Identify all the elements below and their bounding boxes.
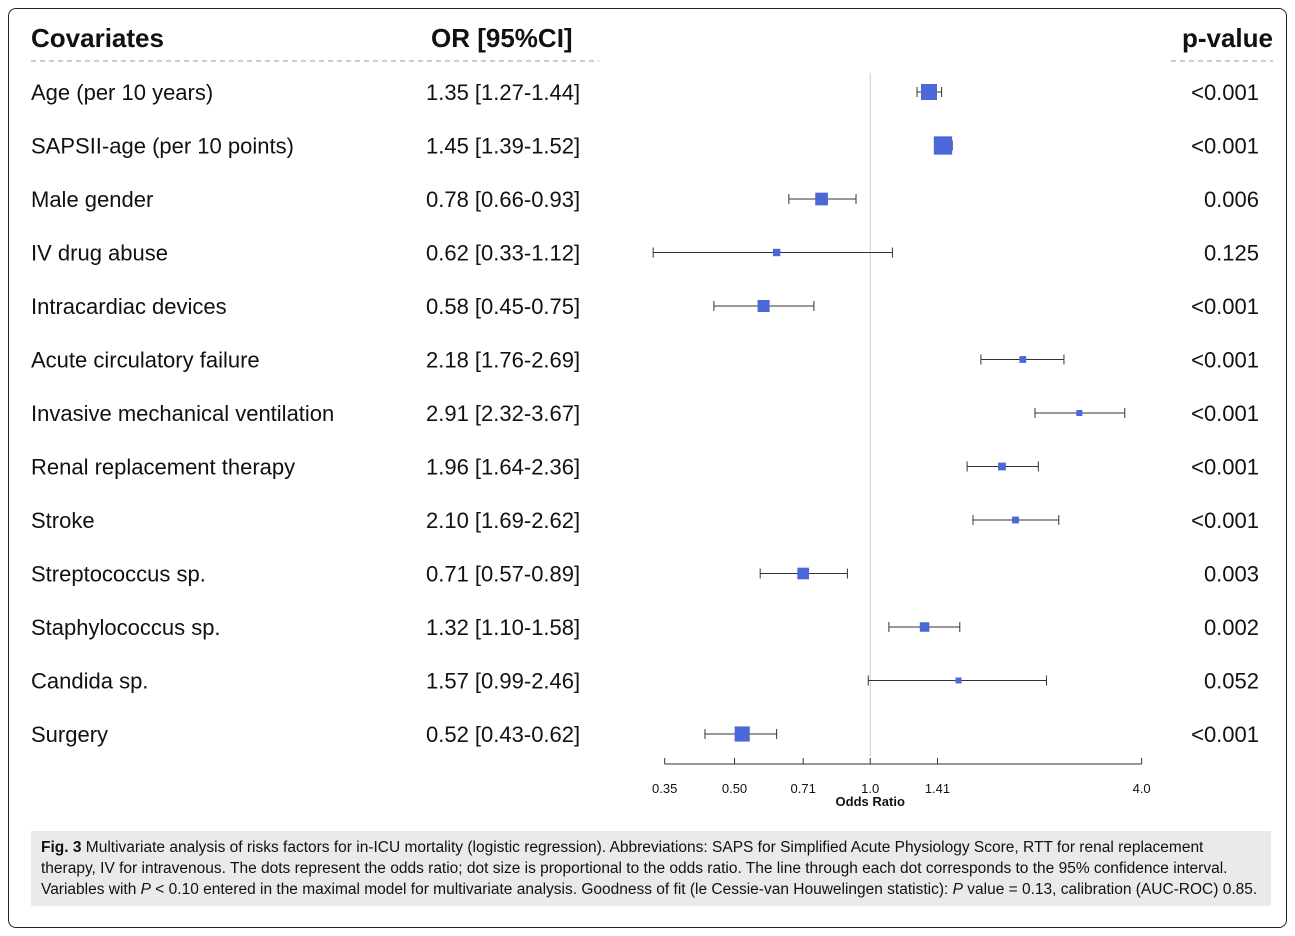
- header-covariates: Covariates: [31, 23, 164, 53]
- figure-caption: Fig. 3 Multivariate analysis of risks fa…: [31, 831, 1271, 906]
- or-ci-label: 1.32 [1.10-1.58]: [426, 615, 580, 640]
- x-axis-title: Odds Ratio: [836, 794, 905, 809]
- x-tick-label: 1.0: [861, 781, 879, 796]
- or-marker: [955, 677, 962, 684]
- or-ci-label: 2.18 [1.76-2.69]: [426, 348, 580, 373]
- or-marker: [998, 462, 1006, 471]
- forest-row: SAPSII-age (per 10 points) 1.45 [1.39-1.5…: [31, 134, 1259, 159]
- caption-text-1: Multivariate analysis of risks factors f…: [41, 839, 1228, 898]
- or-marker: [1019, 356, 1027, 363]
- x-tick-label: 0.71: [791, 781, 816, 796]
- p-value-label: <0.001: [1191, 722, 1259, 747]
- covariate-label: Age (per 10 years): [31, 80, 213, 105]
- p-value-label: 0.003: [1204, 562, 1259, 587]
- covariate-label: Male gender: [31, 187, 153, 212]
- caption-text-3: value = 0.13, calibration (AUC-ROC) 0.85…: [962, 881, 1258, 898]
- caption-text-2: < 0.10 entered in the maximal model for …: [151, 881, 953, 898]
- or-ci-label: 0.78 [0.66-0.93]: [426, 187, 580, 212]
- or-marker: [772, 248, 781, 257]
- or-ci-label: 2.91 [2.32-3.67]: [426, 401, 580, 426]
- x-tick-label: 0.50: [722, 781, 747, 796]
- p-value-label: <0.001: [1191, 80, 1259, 105]
- p-value-label: 0.125: [1204, 241, 1259, 266]
- x-tick-label: 1.41: [925, 781, 950, 796]
- p-value-label: <0.001: [1191, 455, 1259, 480]
- p-value-label: <0.001: [1191, 134, 1259, 159]
- forest-row: Stroke 2.10 [1.69-2.62] <0.001: [31, 508, 1259, 533]
- p-value-label: <0.001: [1191, 294, 1259, 319]
- p-value-label: <0.001: [1191, 348, 1259, 373]
- header-p-value: p-value: [1182, 23, 1273, 53]
- header-or-ci: OR [95%CI]: [431, 23, 573, 53]
- forest-row: Streptococcus sp. 0.71 [0.57-0.89] 0.003: [31, 562, 1259, 587]
- forest-row: Age (per 10 years) 1.35 [1.27-1.44] <0.001: [31, 80, 1259, 105]
- figure-frame: Covariates OR [95%CI] p-value Age (per 1…: [8, 8, 1287, 928]
- covariate-label: Invasive mechanical ventilation: [31, 401, 334, 426]
- or-ci-label: 0.52 [0.43-0.62]: [426, 722, 580, 747]
- or-marker: [734, 726, 750, 742]
- or-marker: [1012, 516, 1019, 524]
- or-marker: [920, 84, 937, 100]
- covariate-label: Renal replacement therapy: [31, 455, 295, 480]
- covariate-label: Surgery: [31, 722, 108, 747]
- or-ci-label: 1.57 [0.99-2.46]: [426, 669, 580, 694]
- x-tick-label: 4.0: [1133, 781, 1151, 796]
- p-value-label: 0.006: [1204, 187, 1259, 212]
- forest-row: Invasive mechanical ventilation 2.91 [2.3…: [31, 401, 1259, 426]
- forest-row: Surgery 0.52 [0.43-0.62] <0.001: [31, 722, 1259, 747]
- forest-plot: Covariates OR [95%CI] p-value Age (per 1…: [31, 23, 1273, 809]
- covariate-label: Streptococcus sp.: [31, 562, 206, 587]
- forest-row: Candida sp. 1.57 [0.99-2.46] 0.052: [31, 669, 1259, 694]
- forest-row: Male gender 0.78 [0.66-0.93] 0.006: [31, 187, 1259, 212]
- x-tick-label: 0.35: [652, 781, 677, 796]
- covariate-label: SAPSII-age (per 10 points): [31, 134, 294, 159]
- or-ci-label: 0.71 [0.57-0.89]: [426, 562, 580, 587]
- caption-p-symbol: P: [140, 881, 151, 898]
- covariate-label: Candida sp.: [31, 669, 148, 694]
- or-ci-label: 0.58 [0.45-0.75]: [426, 294, 580, 319]
- p-value-label: <0.001: [1191, 508, 1259, 533]
- or-ci-label: 1.96 [1.64-2.36]: [426, 455, 580, 480]
- forest-row: Intracardiac devices 0.58 [0.45-0.75] <0.0…: [31, 294, 1259, 319]
- covariate-label: Stroke: [31, 508, 95, 533]
- p-value-label: <0.001: [1191, 401, 1259, 426]
- covariate-label: Intracardiac devices: [31, 294, 227, 319]
- caption-fig-label: Fig. 3: [41, 839, 82, 856]
- or-marker: [1076, 410, 1083, 416]
- covariate-label: IV drug abuse: [31, 241, 168, 266]
- p-value-label: 0.002: [1204, 615, 1259, 640]
- covariate-label: Acute circulatory failure: [31, 348, 260, 373]
- caption-p-symbol-2: P: [952, 881, 963, 898]
- or-marker: [757, 299, 770, 313]
- or-marker: [797, 567, 810, 580]
- or-ci-label: 1.35 [1.27-1.44]: [426, 80, 580, 105]
- or-marker: [815, 192, 828, 206]
- or-ci-label: 0.62 [0.33-1.12]: [426, 241, 580, 266]
- forest-row: Renal replacement therapy 1.96 [1.64-2.36…: [31, 455, 1259, 480]
- or-ci-label: 2.10 [1.69-2.62]: [426, 508, 580, 533]
- or-marker: [933, 136, 953, 155]
- or-marker: [919, 622, 930, 632]
- forest-row: IV drug abuse 0.62 [0.33-1.12] 0.125: [31, 241, 1259, 266]
- forest-row: Staphylococcus sp. 1.32 [1.10-1.58] 0.002: [31, 615, 1259, 640]
- or-ci-label: 1.45 [1.39-1.52]: [426, 134, 580, 159]
- forest-row: Acute circulatory failure 2.18 [1.76-2.69…: [31, 348, 1259, 373]
- covariate-label: Staphylococcus sp.: [31, 615, 221, 640]
- p-value-label: 0.052: [1204, 669, 1259, 694]
